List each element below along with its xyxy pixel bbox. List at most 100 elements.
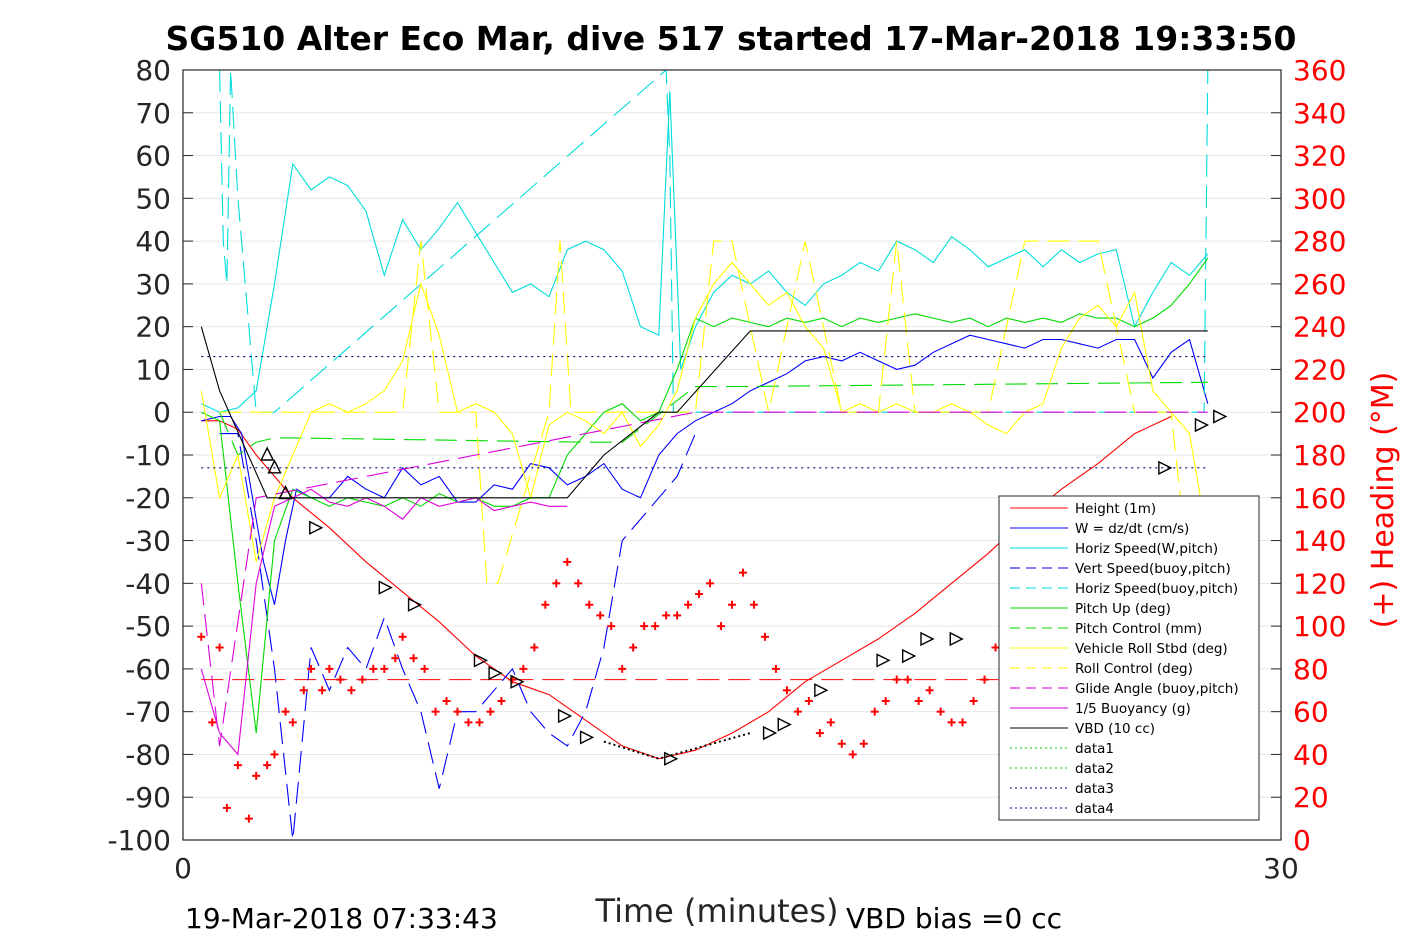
heading-point [208,718,217,727]
climb-marker [762,725,778,741]
right-tick-label: 360 [1293,54,1346,87]
left-tick-label: -50 [125,610,171,643]
x-tick-label: 30 [1263,852,1299,885]
right-tick-label: 300 [1293,182,1346,215]
climb-marker [1158,460,1173,475]
left-tick-label: 60 [135,140,171,173]
series-line-11 [200,326,1208,499]
heading-point [552,579,561,588]
right-tick-label: 240 [1293,311,1346,344]
left-tick-label: -10 [125,439,171,472]
left-tick-label: -40 [125,567,171,600]
legend-entry: Glide Angle (buoy,pitch) [1075,681,1239,697]
right-tick-label: 340 [1293,97,1346,130]
heading-point [475,718,484,727]
right-tick-label: 20 [1293,781,1329,814]
climb-marker [309,520,324,535]
series-line-9 [200,411,1208,746]
climb-marker [510,674,525,689]
heading-point [684,600,693,609]
heading-point [380,664,389,673]
dotted-bottom-segment [603,732,751,760]
footer-vbd-bias: VBD bias =0 cc [846,902,1062,935]
heading-point [358,675,367,684]
heading-point [336,675,345,684]
left-tick-label: -70 [125,696,171,729]
legend-entry: Pitch Control (mm) [1075,621,1202,637]
heading-point [197,632,206,641]
heading-point [717,622,726,631]
legend-entry: Vert Speed(buoy,pitch) [1075,561,1231,577]
heading-point [318,686,327,695]
series-line-10 [200,488,568,756]
heading-point [947,718,956,727]
heading-point [958,718,967,727]
climb-marker [949,631,964,647]
heading-point [925,686,934,695]
heading-point [270,750,279,759]
heading-point [281,707,290,716]
right-tick-label: 60 [1293,696,1329,729]
heading-point [420,664,429,673]
chart-title: SG510 Alter Eco Mar, dive 517 started 17… [166,19,1297,58]
x-axis-label: Time (minutes) [595,892,839,930]
x-axis-ticks: 0 30 [174,830,1299,885]
right-tick-label: 220 [1293,353,1346,386]
right-tick-label: 140 [1293,525,1346,558]
climb-marker [1213,409,1228,424]
series-line-7 [200,261,1209,563]
heading-point [215,643,224,652]
climb-marker [901,648,917,664]
legend-entry: Pitch Up (deg) [1075,601,1171,617]
legend-entry: data4 [1075,801,1114,817]
heading-point [233,761,242,770]
left-tick-label: 70 [135,97,171,130]
series-line-8 [219,240,1208,584]
legend-entry: W = dz/dt (cm/s) [1075,521,1189,537]
heading-point [409,654,418,663]
right-tick-label: 120 [1293,567,1346,600]
left-tick-label: 80 [135,54,171,87]
climb-marker [664,751,679,766]
heading-point [640,622,649,631]
climb-marker [557,708,573,724]
heading-point [563,557,572,566]
climb-marker [407,597,423,612]
heading-point [325,664,334,673]
heading-point [530,643,539,652]
right-tick-label: 180 [1293,439,1346,472]
left-axis-ticks: 80 70 60 50 40 30 20 10 0 -10 -20 -30 -40 -50 -60 -70 -8… [107,54,193,857]
heading-point [673,611,682,620]
heading-point [369,664,378,673]
climb-marker [920,631,935,647]
heading-point [782,686,791,695]
heading-point [892,675,901,684]
heading-point [914,696,923,705]
heading-point [442,696,451,705]
left-tick-label: -60 [125,653,171,686]
right-tick-label: 200 [1293,396,1346,429]
heading-point [936,707,945,716]
heading-point [662,611,671,620]
series-line-5 [201,257,1209,734]
heading-point [837,739,846,748]
heading-point [497,696,506,705]
heading-point [980,675,989,684]
dive-marker [260,446,275,461]
series-line-2 [201,91,1209,413]
heading-point [903,675,912,684]
left-tick-label: -30 [125,525,171,558]
left-tick-label: 50 [135,182,171,215]
left-tick-label: -90 [125,781,171,814]
dive-marker [278,484,293,500]
heading-point [585,600,594,609]
x-tick-label: 0 [174,852,192,885]
heading-point [347,686,356,695]
climb-marker [814,683,829,698]
heading-point [263,761,272,770]
heading-point [299,686,308,695]
left-tick-label: -100 [107,824,171,857]
heading-point [969,696,978,705]
climb-marker [1194,417,1210,433]
heading-point [307,664,316,673]
